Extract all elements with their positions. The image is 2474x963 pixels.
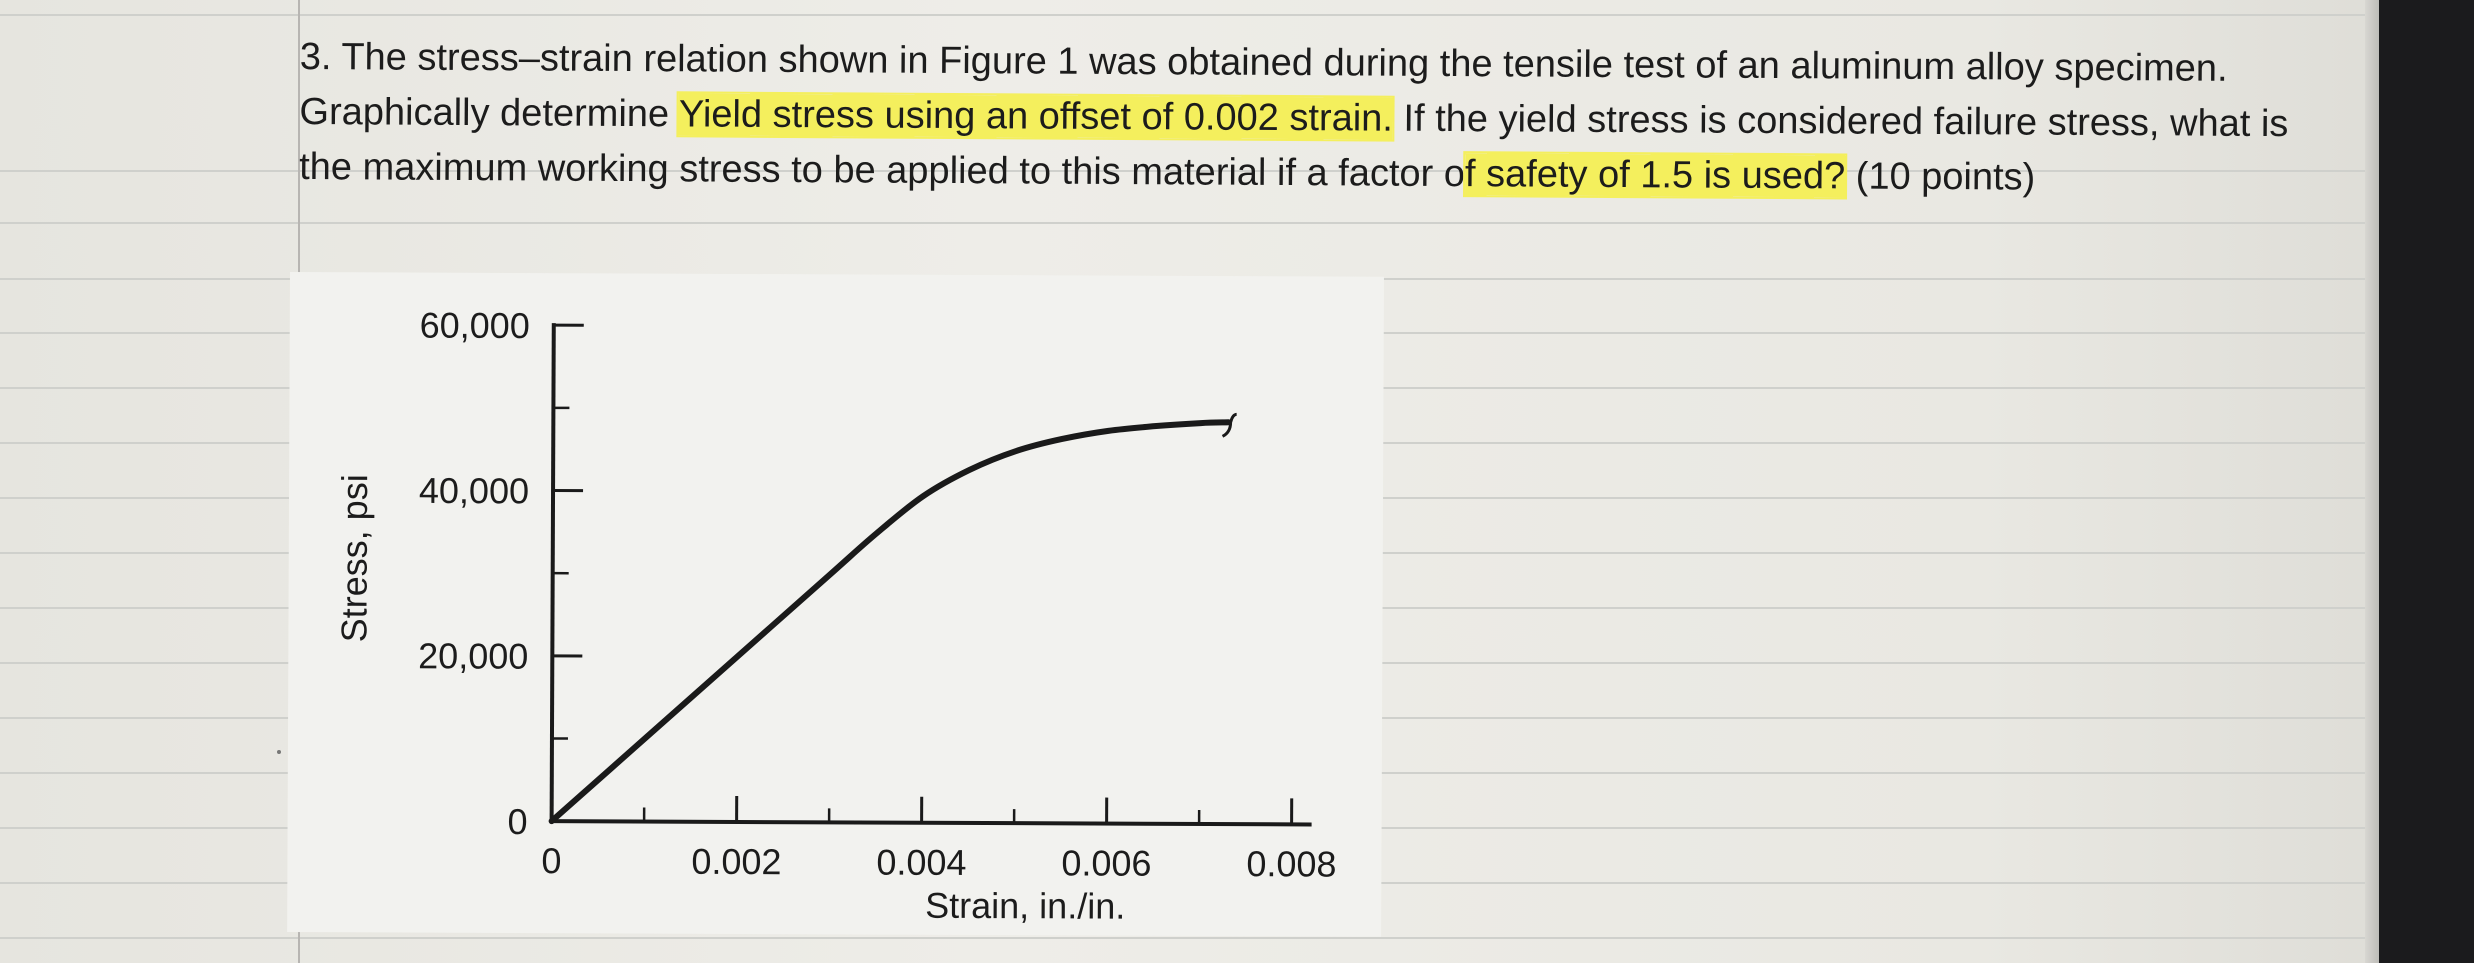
chart-series: [548, 412, 1237, 825]
ruled-line: [0, 14, 2474, 16]
question-part-3: (10 points): [1845, 155, 2036, 199]
x-tick-label: 0.006: [1061, 842, 1151, 883]
x-tick-label: 0: [541, 840, 561, 881]
y-tick-label: 0: [507, 801, 527, 842]
chart-axes: [549, 323, 1312, 827]
x-tick-label: 0.008: [1246, 843, 1336, 884]
stress-strain-chart: 0 20,000 40,000 60,000 0 0.002 0.004 0.006 0.008…: [333, 305, 1336, 927]
paper-speck: [277, 750, 281, 754]
y-tick-label: 20,000: [418, 635, 528, 676]
y-axis-label: Stress, psi: [333, 474, 375, 642]
x-tick-label: 0.004: [876, 842, 966, 883]
fracture-mark: [1221, 412, 1237, 438]
x-tick-label: 0.002: [691, 841, 781, 882]
highlighted-yield-phrase: Yield stress using an offset of 0.002 st…: [678, 93, 1394, 140]
monitor-bezel: [2379, 0, 2474, 963]
figure-1-panel: 0 20,000 40,000 60,000 0 0.002 0.004 0.006 0.008…: [287, 272, 1384, 937]
ruled-line: [0, 222, 2474, 224]
question-text: 3. The stress–strain relation shown in F…: [299, 30, 2340, 207]
ruled-line: [0, 170, 2474, 172]
highlighted-safety-phrase: f safety of 1.5 is used?: [1464, 153, 1846, 198]
y-tick-label: 40,000: [419, 470, 529, 511]
y-tick-label: 60,000: [420, 305, 530, 346]
stress-strain-curve: [548, 419, 1232, 825]
ruled-line: [0, 937, 2474, 939]
monitor-bezel-edge: [2365, 0, 2379, 963]
chart-ticks: [551, 323, 1294, 825]
x-axis-label: Strain, in./in.: [925, 885, 1125, 927]
chart-tick-labels: 0 20,000 40,000 60,000 0 0.002 0.004 0.006 0.008: [418, 305, 1336, 885]
x-axis-line: [551, 819, 1312, 827]
